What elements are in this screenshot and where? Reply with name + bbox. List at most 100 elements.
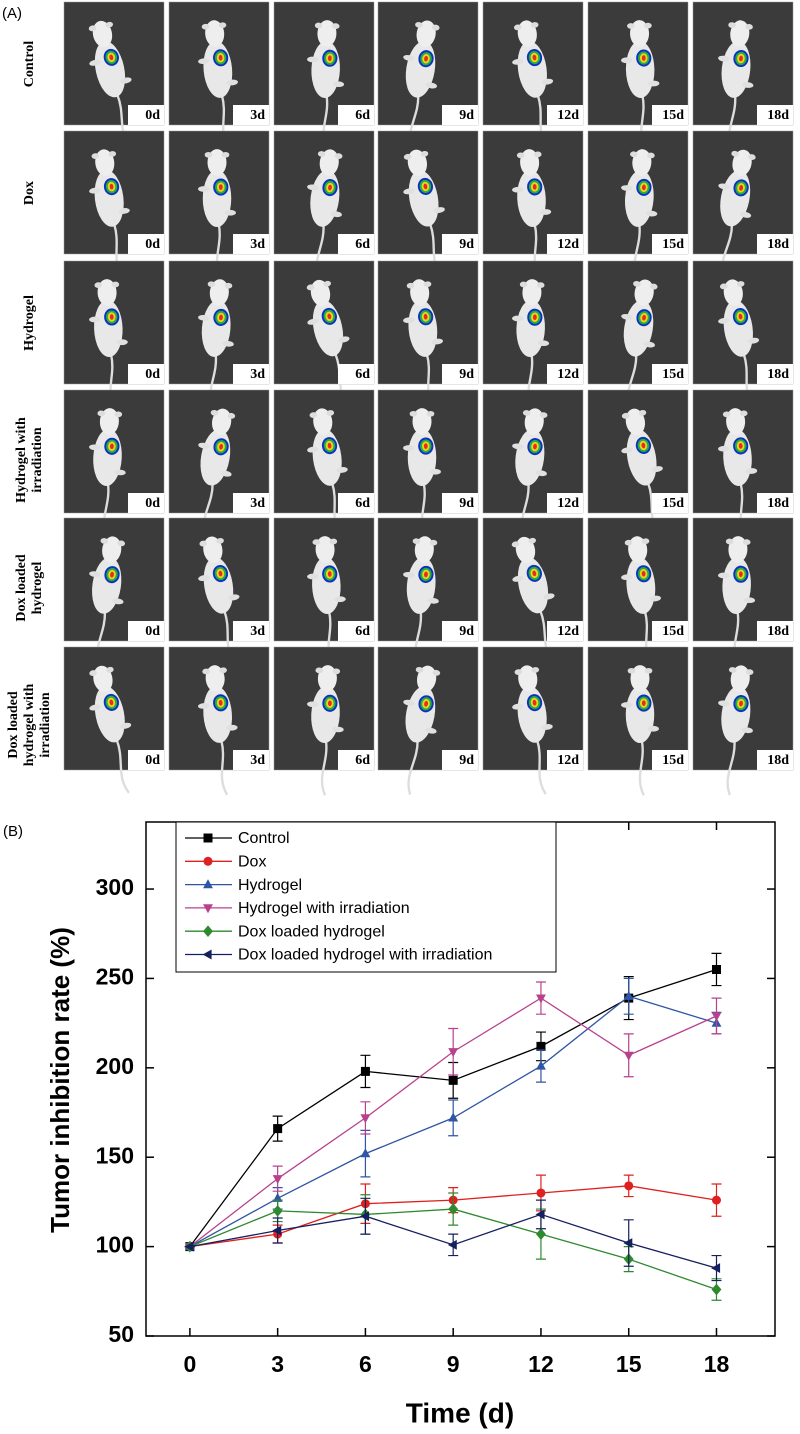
marker <box>203 856 213 866</box>
marker <box>711 1195 721 1205</box>
day-label-box <box>652 493 688 513</box>
day-label-box <box>547 105 583 125</box>
x-tick-label: 18 <box>704 1351 730 1377</box>
marker <box>272 1175 283 1185</box>
day-label-box <box>338 234 374 254</box>
day-label-box <box>338 493 374 513</box>
x-tick-label: 3 <box>271 1351 284 1377</box>
marker <box>711 1263 721 1274</box>
day-label: 12d <box>557 237 579 252</box>
day-label-box <box>128 493 164 513</box>
legend-label: Dox loaded hydrogel with irradiation <box>238 947 492 964</box>
day-label-box <box>442 750 478 770</box>
marker <box>272 1225 282 1236</box>
day-label: 12d <box>557 108 579 123</box>
day-label-box <box>233 750 269 770</box>
day-label-box <box>442 105 478 125</box>
day-label: 18d <box>767 367 789 382</box>
day-label: 15d <box>662 496 684 511</box>
day-label: 6d <box>355 624 370 639</box>
image-tile <box>63 646 165 771</box>
marker <box>447 1239 457 1250</box>
day-label: 15d <box>662 753 684 768</box>
x-axis-title: Time (d) <box>406 1397 514 1428</box>
marker <box>536 1228 546 1240</box>
day-label: 0d <box>145 496 160 511</box>
x-tick-label: 0 <box>183 1351 196 1377</box>
day-label-box <box>547 493 583 513</box>
day-label: 12d <box>557 753 579 768</box>
day-label: 18d <box>767 753 789 768</box>
day-label: 0d <box>145 108 160 123</box>
day-label-box <box>128 105 164 125</box>
marker <box>536 994 546 1004</box>
day-label-box <box>547 621 583 641</box>
day-label: 6d <box>355 108 370 123</box>
day-label-box <box>233 105 269 125</box>
day-label: 15d <box>662 367 684 382</box>
day-label: 3d <box>250 624 265 639</box>
day-label-box <box>547 234 583 254</box>
row-label: Dox <box>22 180 37 205</box>
day-label-box <box>233 493 269 513</box>
day-label-box <box>652 750 688 770</box>
marker <box>624 1181 634 1191</box>
row-label: Dox loaded hydrogel <box>14 553 45 622</box>
marker <box>272 1205 283 1217</box>
day-label-box <box>233 621 269 641</box>
day-label: 3d <box>250 753 265 768</box>
day-label-box <box>547 364 583 384</box>
marker <box>448 1112 459 1122</box>
day-label: 9d <box>459 108 474 123</box>
marker <box>203 904 213 914</box>
row-label: Hydrogel <box>22 294 37 351</box>
row-label: Dox loaded hydrogel with irradiation <box>6 683 53 766</box>
day-label: 18d <box>767 496 789 511</box>
day-label: 12d <box>557 496 579 511</box>
day-label: 18d <box>767 108 789 123</box>
marker <box>623 990 634 1000</box>
day-label: 6d <box>355 367 370 382</box>
day-label-box <box>757 493 793 513</box>
day-label: 18d <box>767 237 789 252</box>
day-label-box <box>757 105 793 125</box>
day-label-box <box>338 105 374 125</box>
marker <box>360 1148 371 1158</box>
y-tick-label: 250 <box>96 964 134 990</box>
day-label-box <box>128 234 164 254</box>
day-label: 9d <box>459 237 474 252</box>
day-label-box <box>128 750 164 770</box>
day-label: 12d <box>557 624 579 639</box>
day-label-box <box>128 621 164 641</box>
day-label-box <box>442 493 478 513</box>
day-label-box <box>757 234 793 254</box>
day-label-box <box>757 364 793 384</box>
day-label-box <box>757 621 793 641</box>
day-label-box <box>338 750 374 770</box>
day-label: 9d <box>459 624 474 639</box>
legend-label: Dox <box>238 854 266 871</box>
day-label: 3d <box>250 367 265 382</box>
day-label: 9d <box>459 496 474 511</box>
day-label: 3d <box>250 237 265 252</box>
y-tick-label: 50 <box>108 1321 134 1347</box>
marker <box>623 1238 633 1248</box>
marker <box>448 1203 459 1215</box>
marker <box>536 1188 546 1198</box>
marker <box>448 1048 459 1058</box>
day-label-box <box>338 621 374 641</box>
row-label: Hydrogel with irradiation <box>14 416 45 503</box>
y-tick-label: 100 <box>96 1232 134 1258</box>
y-tick-label: 150 <box>96 1142 134 1168</box>
day-label-box <box>233 234 269 254</box>
day-label: 0d <box>145 237 160 252</box>
day-label: 6d <box>355 753 370 768</box>
day-label-box <box>233 364 269 384</box>
marker <box>711 1012 722 1022</box>
x-tick-label: 15 <box>616 1351 642 1377</box>
legend-label: Dox loaded hydrogel <box>238 923 385 940</box>
day-label-box <box>652 234 688 254</box>
day-label-box <box>338 364 374 384</box>
